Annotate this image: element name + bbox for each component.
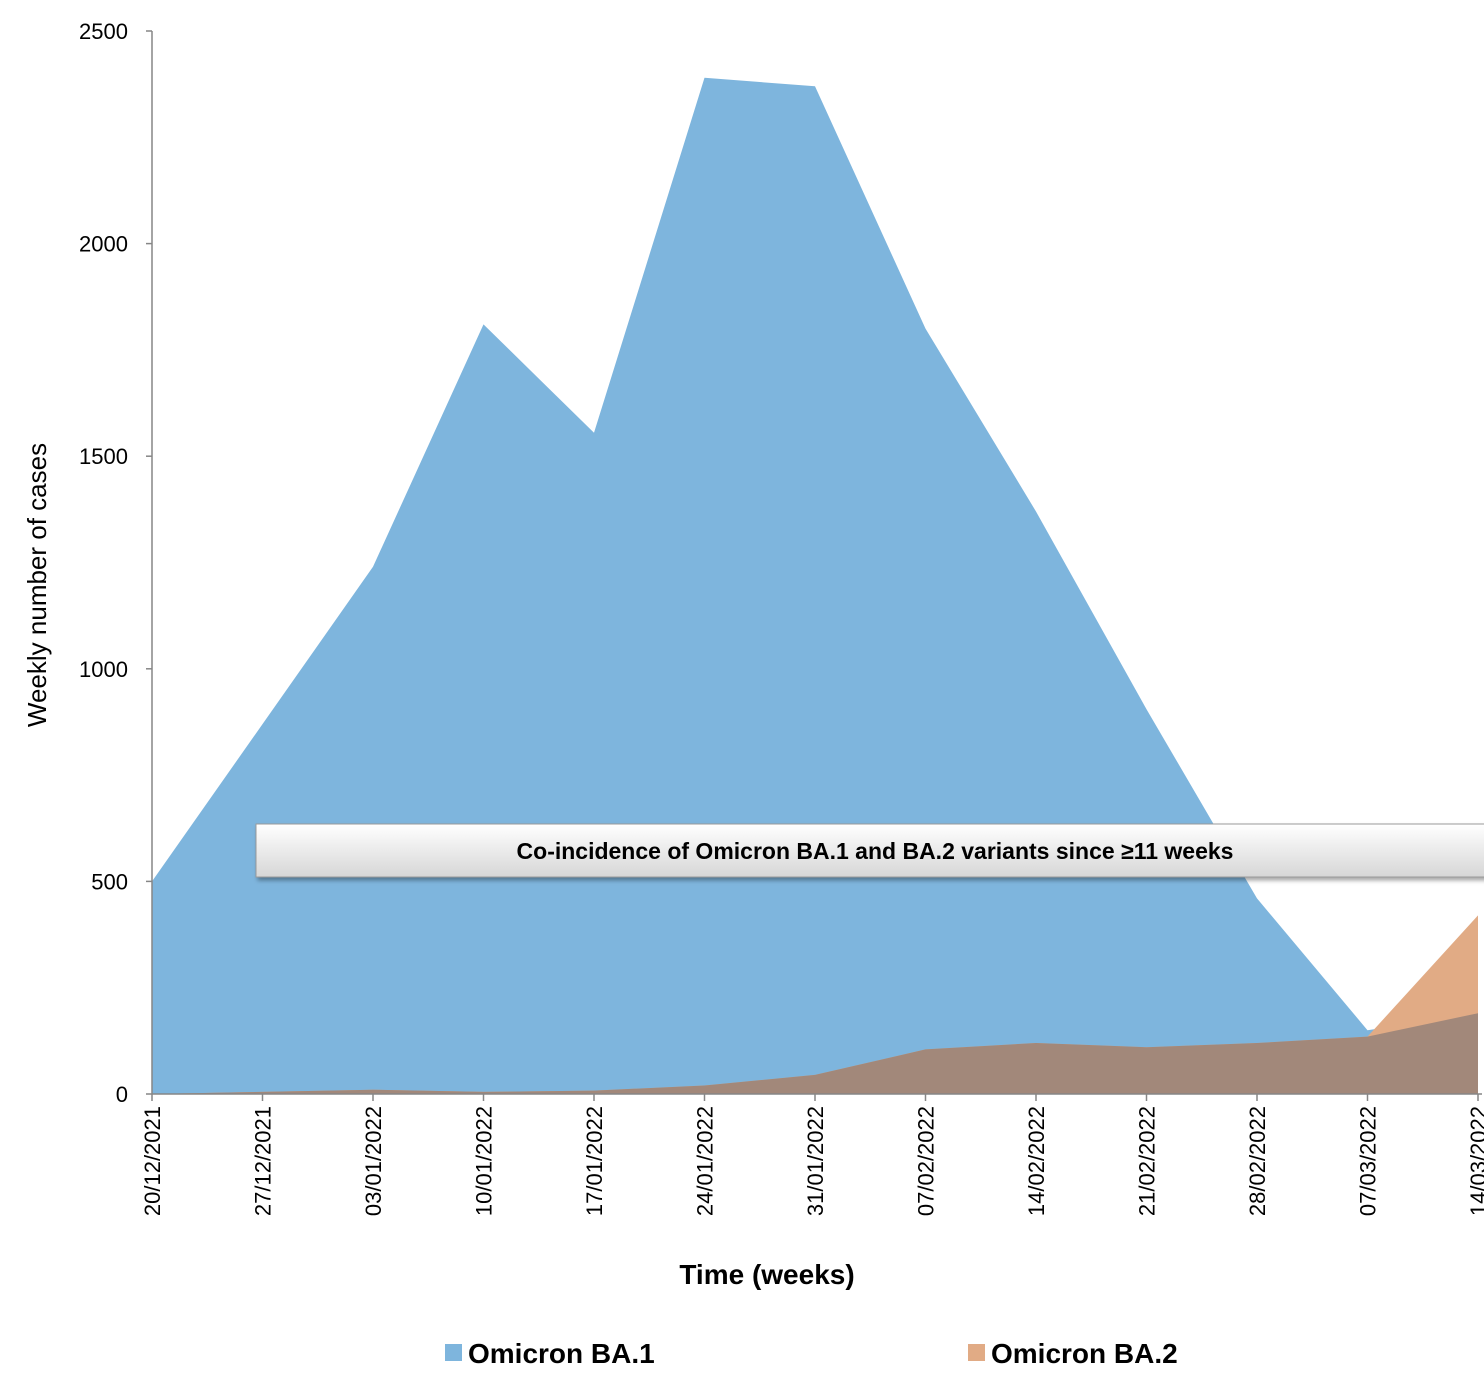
- x-tick-label: 03/01/2022: [361, 1106, 386, 1216]
- legend-swatch-ba2: [968, 1344, 985, 1361]
- x-tick-label: 21/02/2022: [1135, 1106, 1160, 1216]
- y-tick-label: 2000: [79, 232, 128, 257]
- y-tick-label: 500: [91, 869, 128, 894]
- x-tick-label: 20/12/2021: [140, 1106, 165, 1216]
- annotation-box-bg: [255, 823, 1484, 878]
- x-tick-label: 17/01/2022: [582, 1106, 607, 1216]
- legend-label-ba1: Omicron BA.1: [468, 1338, 655, 1369]
- legend-swatch-ba1: [445, 1344, 462, 1361]
- x-tick-label: 31/01/2022: [803, 1106, 828, 1216]
- x-tick-label: 07/03/2022: [1356, 1106, 1381, 1216]
- x-tick-label: 07/02/2022: [914, 1106, 939, 1216]
- series-overlap-area: [152, 1013, 1478, 1094]
- y-axis-ticks: 0 500 1000 1500 2000 2500: [79, 19, 152, 1107]
- y-tick-label: 1000: [79, 657, 128, 682]
- annotation-text: Co-incidence of Omicron BA.1 and BA.2 va…: [517, 838, 1234, 864]
- x-tick-label: 28/02/2022: [1245, 1106, 1270, 1216]
- x-tick-label: 14/03/2022: [1466, 1106, 1484, 1216]
- plot-area: [152, 77, 1478, 1095]
- x-axis-title: Time (weeks): [679, 1259, 854, 1290]
- annotation-box: Co-incidence of Omicron BA.1 and BA.2 va…: [255, 823, 1484, 878]
- legend: Omicron BA.1 Omicron BA.2: [445, 1338, 1178, 1369]
- x-tick-label: 27/12/2021: [251, 1106, 276, 1216]
- series-area-omicron-ba1: [152, 77, 1478, 1095]
- y-axis-title: Weekly number of cases: [22, 443, 52, 727]
- y-tick-label: 0: [116, 1082, 128, 1107]
- x-axis-ticks: 20/12/2021 27/12/2021 03/01/2022 10/01/2022…: [140, 1094, 1484, 1216]
- x-tick-label: 10/01/2022: [472, 1106, 497, 1216]
- y-tick-label: 1500: [79, 444, 128, 469]
- x-tick-label: 24/01/2022: [693, 1106, 718, 1216]
- legend-label-ba2: Omicron BA.2: [991, 1338, 1178, 1369]
- y-tick-label: 2500: [79, 19, 128, 44]
- x-tick-label: 14/02/2022: [1024, 1106, 1049, 1216]
